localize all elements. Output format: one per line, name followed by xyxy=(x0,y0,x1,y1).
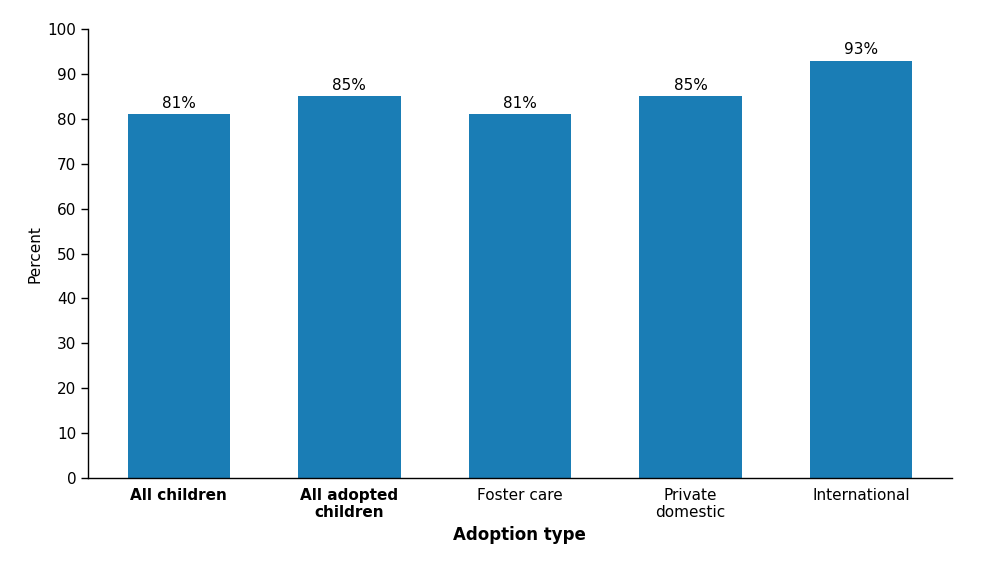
Text: 85%: 85% xyxy=(333,78,366,93)
Y-axis label: Percent: Percent xyxy=(27,224,42,283)
X-axis label: Adoption type: Adoption type xyxy=(453,526,587,544)
Bar xyxy=(298,96,400,478)
Bar xyxy=(469,114,571,478)
Text: 81%: 81% xyxy=(162,96,195,111)
Bar xyxy=(128,114,230,478)
Text: 85%: 85% xyxy=(674,78,707,93)
Bar xyxy=(810,61,912,478)
Bar xyxy=(640,96,742,478)
Text: 93%: 93% xyxy=(844,42,878,57)
Text: 81%: 81% xyxy=(503,96,537,111)
